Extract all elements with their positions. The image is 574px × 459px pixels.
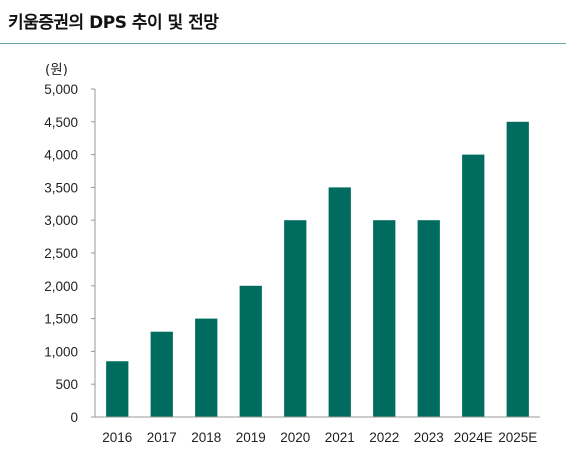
y-tick-label: 2,500 bbox=[44, 246, 78, 261]
x-tick-label: 2024E bbox=[454, 430, 493, 445]
y-tick-label: 3,500 bbox=[44, 180, 78, 195]
bar-2020 bbox=[284, 220, 307, 417]
y-tick-label: 1,000 bbox=[44, 344, 78, 359]
x-tick-label: 2018 bbox=[191, 430, 221, 445]
y-tick-label: 500 bbox=[55, 377, 78, 392]
bar-2019 bbox=[239, 285, 262, 417]
y-tick-label: 4,000 bbox=[44, 148, 78, 163]
chart-title: 키움증권의 DPS 추이 및 전망 bbox=[8, 13, 219, 33]
x-tick-label: 2017 bbox=[147, 430, 177, 445]
bar-2022 bbox=[373, 220, 396, 417]
x-tick-label: 2025E bbox=[498, 430, 537, 445]
bar-2016 bbox=[106, 361, 129, 417]
title-divider bbox=[0, 43, 566, 44]
x-tick-label: 2022 bbox=[369, 430, 399, 445]
x-axis-ticks: 2016 2017 2018 2019 2020 2021 2022 2023 2024E 202… bbox=[102, 430, 537, 445]
bar-2024E bbox=[462, 154, 485, 417]
bar-2018 bbox=[195, 318, 218, 417]
x-tick-label: 2016 bbox=[102, 430, 132, 445]
bar-2025E bbox=[506, 121, 529, 418]
y-tick-label: 2,000 bbox=[44, 279, 78, 294]
y-tick-label: 0 bbox=[70, 410, 78, 425]
y-tick-label: 3,000 bbox=[44, 213, 78, 228]
bar-2021 bbox=[328, 187, 351, 417]
bar-2023 bbox=[417, 220, 440, 417]
x-tick-label: 2021 bbox=[325, 430, 355, 445]
y-axis-unit-label: (원) bbox=[45, 62, 68, 78]
bars bbox=[106, 121, 529, 418]
y-tick-label: 5,000 bbox=[44, 82, 78, 97]
bar-2017 bbox=[150, 331, 173, 417]
x-tick-label: 2020 bbox=[280, 430, 310, 445]
x-tick-label: 2023 bbox=[414, 430, 444, 445]
x-tick-label: 2019 bbox=[236, 430, 266, 445]
y-tick-label: 1,500 bbox=[44, 312, 78, 327]
y-axis-ticks: 0 500 1,000 1,500 2,000 2,500 3,000 3,500 4,000 4… bbox=[44, 82, 95, 425]
y-tick-label: 4,500 bbox=[44, 115, 78, 130]
